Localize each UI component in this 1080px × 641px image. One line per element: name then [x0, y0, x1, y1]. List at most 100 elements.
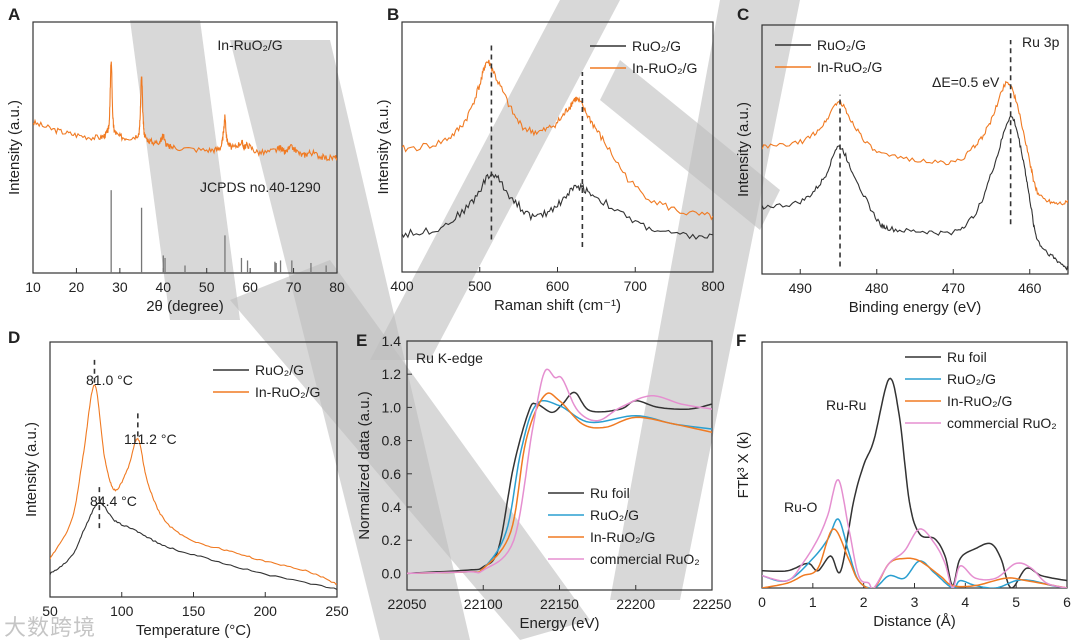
- series-line-ru-foil: [762, 377, 1067, 588]
- series-line-commercial-ruo-: [762, 478, 1067, 588]
- x-axis-label: Temperature (°C): [136, 622, 251, 639]
- legend-label: RuO₂/G: [632, 38, 681, 54]
- x-tick-label: 80: [329, 279, 345, 295]
- series-line-ruo-g: [762, 115, 1068, 271]
- legend-label: RuO₂/G: [817, 37, 866, 53]
- x-tick-label: 4: [961, 594, 969, 610]
- y-axis-label: FTk³ X (k): [735, 432, 752, 499]
- y-axis-label: Intensity (a.u.): [735, 102, 752, 197]
- y-tick-label: 0.8: [382, 433, 402, 449]
- x-tick-label: 22150: [540, 596, 579, 612]
- x-tick-label: 480: [865, 280, 889, 296]
- y-tick-label: 0.4: [382, 499, 402, 515]
- panel-a: A 10 20 30 40 50 60 70 80 2θ (degree) Intensity (a…: [6, 5, 345, 315]
- annotation: 84.4 °C: [90, 493, 137, 509]
- annotation: 111.2 °C: [124, 431, 177, 447]
- x-tick-label: 20: [69, 279, 85, 295]
- series-group: [402, 59, 713, 240]
- panel-b: B 400 500 600 700 800 Raman shift (cm⁻¹) Intens…: [375, 5, 725, 314]
- series-line-commercial-ruo-: [407, 368, 712, 575]
- x-tick-label: 22250: [693, 596, 732, 612]
- x-tick-label: 50: [42, 603, 58, 619]
- x-tick-label: 22100: [464, 596, 503, 612]
- legend-label: In-RuO₂/G: [255, 384, 320, 400]
- series-line-ruo-g: [50, 501, 337, 590]
- panel-c: C 490 480 470 460 Binding energy (eV) Intensit…: [735, 5, 1069, 316]
- series-group: [50, 384, 337, 590]
- legend-label: In-RuO₂/G: [590, 529, 655, 545]
- y-axis-label: Intensity (a.u.): [23, 422, 40, 517]
- series-line-in-ruo-g: [762, 80, 1068, 206]
- y-tick-label: 0.6: [382, 466, 402, 482]
- x-tick-label: 50: [199, 279, 215, 295]
- annotation: Ru-O: [784, 499, 818, 515]
- x-tick-label: 5: [1012, 594, 1020, 610]
- legend-label: RuO₂/G: [590, 507, 639, 523]
- annotation: Ru-Ru: [826, 397, 866, 413]
- legend-label: Ru foil: [947, 349, 987, 365]
- panel-f: F 0 1 2 3 4 5 6 Distance (Å) FTk³ X (k) Ru-Ru Ru-O R…: [735, 331, 1071, 630]
- x-tick-label: 2: [860, 594, 868, 610]
- legend-label: Ru foil: [590, 485, 630, 501]
- panel-label: A: [8, 5, 20, 24]
- series-line-in-ruo-g: [50, 384, 337, 585]
- annotation: Ru 3p: [1022, 34, 1060, 50]
- panel-label: D: [8, 328, 20, 347]
- x-tick-label: 700: [624, 278, 648, 294]
- x-tick-label: 10: [25, 279, 41, 295]
- panel-label: F: [736, 331, 746, 350]
- series-line-in-ruo-g: [407, 392, 712, 575]
- series-line-in-ruo-g: [402, 59, 713, 221]
- x-tick-label: 0: [758, 594, 766, 610]
- y-tick-label: 0.2: [382, 532, 402, 548]
- x-tick-label: 22050: [388, 596, 427, 612]
- annotation: 81.0 °C: [86, 372, 133, 388]
- x-axis-label: Energy (eV): [519, 615, 599, 632]
- legend-label: commercial RuO₂: [590, 551, 700, 567]
- annotation: In-RuO₂/G: [217, 37, 282, 53]
- annotation: Ru K-edge: [416, 350, 483, 366]
- x-tick-label: 1: [809, 594, 817, 610]
- x-tick-label: 150: [182, 603, 206, 619]
- x-axis-label: 2θ (degree): [146, 298, 224, 315]
- x-axis-label: Binding energy (eV): [849, 299, 982, 316]
- x-tick-label: 70: [286, 279, 302, 295]
- x-tick-label: 600: [546, 278, 570, 294]
- x-tick-label: 460: [1018, 280, 1042, 296]
- legend-label: commercial RuO₂: [947, 415, 1057, 431]
- x-tick-label: 200: [254, 603, 278, 619]
- panel-d: D 50 100 150 200 250 Temperature (°C) Intensity…: [8, 328, 349, 639]
- series-line-ruo-g: [402, 172, 713, 240]
- x-tick-label: 250: [325, 603, 349, 619]
- x-tick-label: 400: [390, 278, 414, 294]
- legend-label: In-RuO₂/G: [947, 393, 1012, 409]
- legend-label: In-RuO₂/G: [817, 59, 882, 75]
- x-tick-label: 100: [110, 603, 134, 619]
- series-group: [762, 80, 1068, 271]
- x-tick-label: 40: [155, 279, 171, 295]
- x-tick-label: 490: [789, 280, 813, 296]
- panel-label: B: [387, 5, 399, 24]
- x-tick-label: 470: [942, 280, 966, 296]
- y-tick-label: 1.4: [382, 333, 402, 349]
- series-line-ruo-g: [762, 518, 1067, 588]
- x-tick-label: 3: [911, 594, 919, 610]
- series-group: [33, 61, 337, 162]
- panel-label: E: [356, 331, 367, 350]
- x-axis-label: Distance (Å): [873, 613, 956, 630]
- panel-e: E 22050 22100 22150 22200 22250 0.0 0.2 0.4 0.6 0.…: [356, 331, 732, 632]
- y-tick-label: 1.0: [382, 399, 402, 415]
- watermark-logo: 大数跨境: [4, 616, 97, 641]
- legend-label: In-RuO₂/G: [632, 60, 697, 76]
- legend-label: RuO₂/G: [947, 371, 996, 387]
- x-axis-label: Raman shift (cm⁻¹): [494, 297, 621, 314]
- watermark-shapes: [130, 0, 800, 640]
- series-line-in-ruo-g: [762, 528, 1067, 588]
- x-tick-label: 22200: [616, 596, 655, 612]
- series-group: [407, 368, 712, 575]
- plot-frame: [761, 24, 1069, 275]
- series-line-in-ruo-g: [33, 61, 337, 162]
- y-axis-label: Normalized data (a.u.): [356, 391, 373, 539]
- y-tick-label: 1.2: [382, 366, 402, 382]
